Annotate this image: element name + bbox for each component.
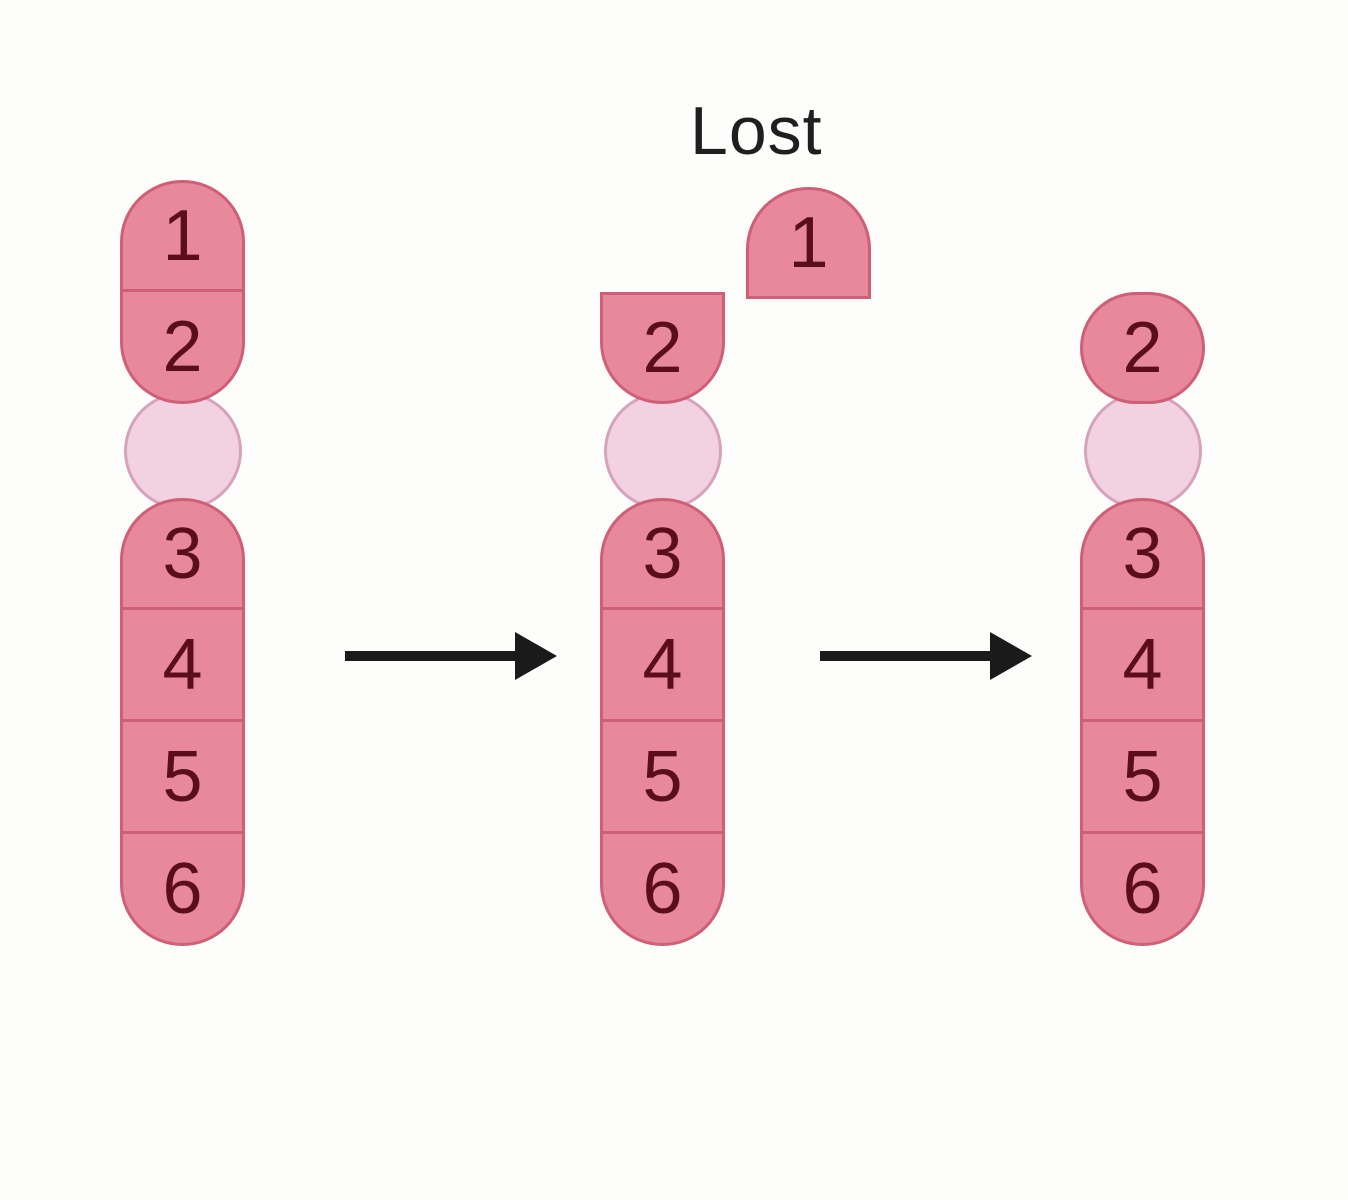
arrow-line — [820, 651, 990, 661]
segment-6: 6 — [120, 834, 245, 946]
chromosome-final: 2 3 4 5 6 — [1080, 292, 1205, 946]
segment-1: 1 — [120, 180, 245, 292]
segment-label: 5 — [1122, 736, 1162, 818]
segment-4: 4 — [600, 610, 725, 722]
segment-label: 6 — [642, 848, 682, 930]
segment-6: 6 — [600, 834, 725, 946]
segment-label: 2 — [162, 306, 202, 388]
arrow-2 — [820, 632, 1032, 680]
lost-fragment-label: 1 — [788, 202, 828, 284]
segment-label: 3 — [162, 513, 202, 595]
segment-4: 4 — [1080, 610, 1205, 722]
chromosome-deletion-diagram: Lost 1 1 2 3 4 5 6 2 3 4 5 6 2 3 4 5 6 — [0, 0, 1348, 1200]
segment-2: 2 — [600, 292, 725, 404]
segment-5: 5 — [120, 722, 245, 834]
segment-label: 3 — [1122, 513, 1162, 595]
chromosome-after-break: 2 3 4 5 6 — [600, 292, 725, 946]
segment-label: 4 — [162, 624, 202, 706]
segment-label: 4 — [1122, 624, 1162, 706]
segment-label: 3 — [642, 513, 682, 595]
centromere — [124, 392, 242, 510]
centromere — [604, 392, 722, 510]
lost-label: Lost — [690, 92, 823, 170]
arrow-line — [345, 651, 515, 661]
segment-2: 2 — [1080, 292, 1205, 404]
segment-3: 3 — [600, 498, 725, 610]
segment-4: 4 — [120, 610, 245, 722]
arrow-head-icon — [515, 632, 557, 680]
chromosome-original: 1 2 3 4 5 6 — [120, 180, 245, 946]
segment-2: 2 — [120, 292, 245, 404]
segment-label: 6 — [162, 848, 202, 930]
segment-label: 2 — [642, 307, 682, 389]
arrow-1 — [345, 632, 557, 680]
segment-3: 3 — [1080, 498, 1205, 610]
lost-fragment: 1 — [746, 187, 871, 299]
segment-3: 3 — [120, 498, 245, 610]
segment-label: 1 — [162, 195, 202, 277]
segment-6: 6 — [1080, 834, 1205, 946]
segment-5: 5 — [1080, 722, 1205, 834]
centromere — [1084, 392, 1202, 510]
segment-label: 6 — [1122, 848, 1162, 930]
segment-label: 4 — [642, 624, 682, 706]
arrow-head-icon — [990, 632, 1032, 680]
segment-5: 5 — [600, 722, 725, 834]
segment-label: 2 — [1122, 307, 1162, 389]
segment-label: 5 — [642, 736, 682, 818]
segment-label: 5 — [162, 736, 202, 818]
